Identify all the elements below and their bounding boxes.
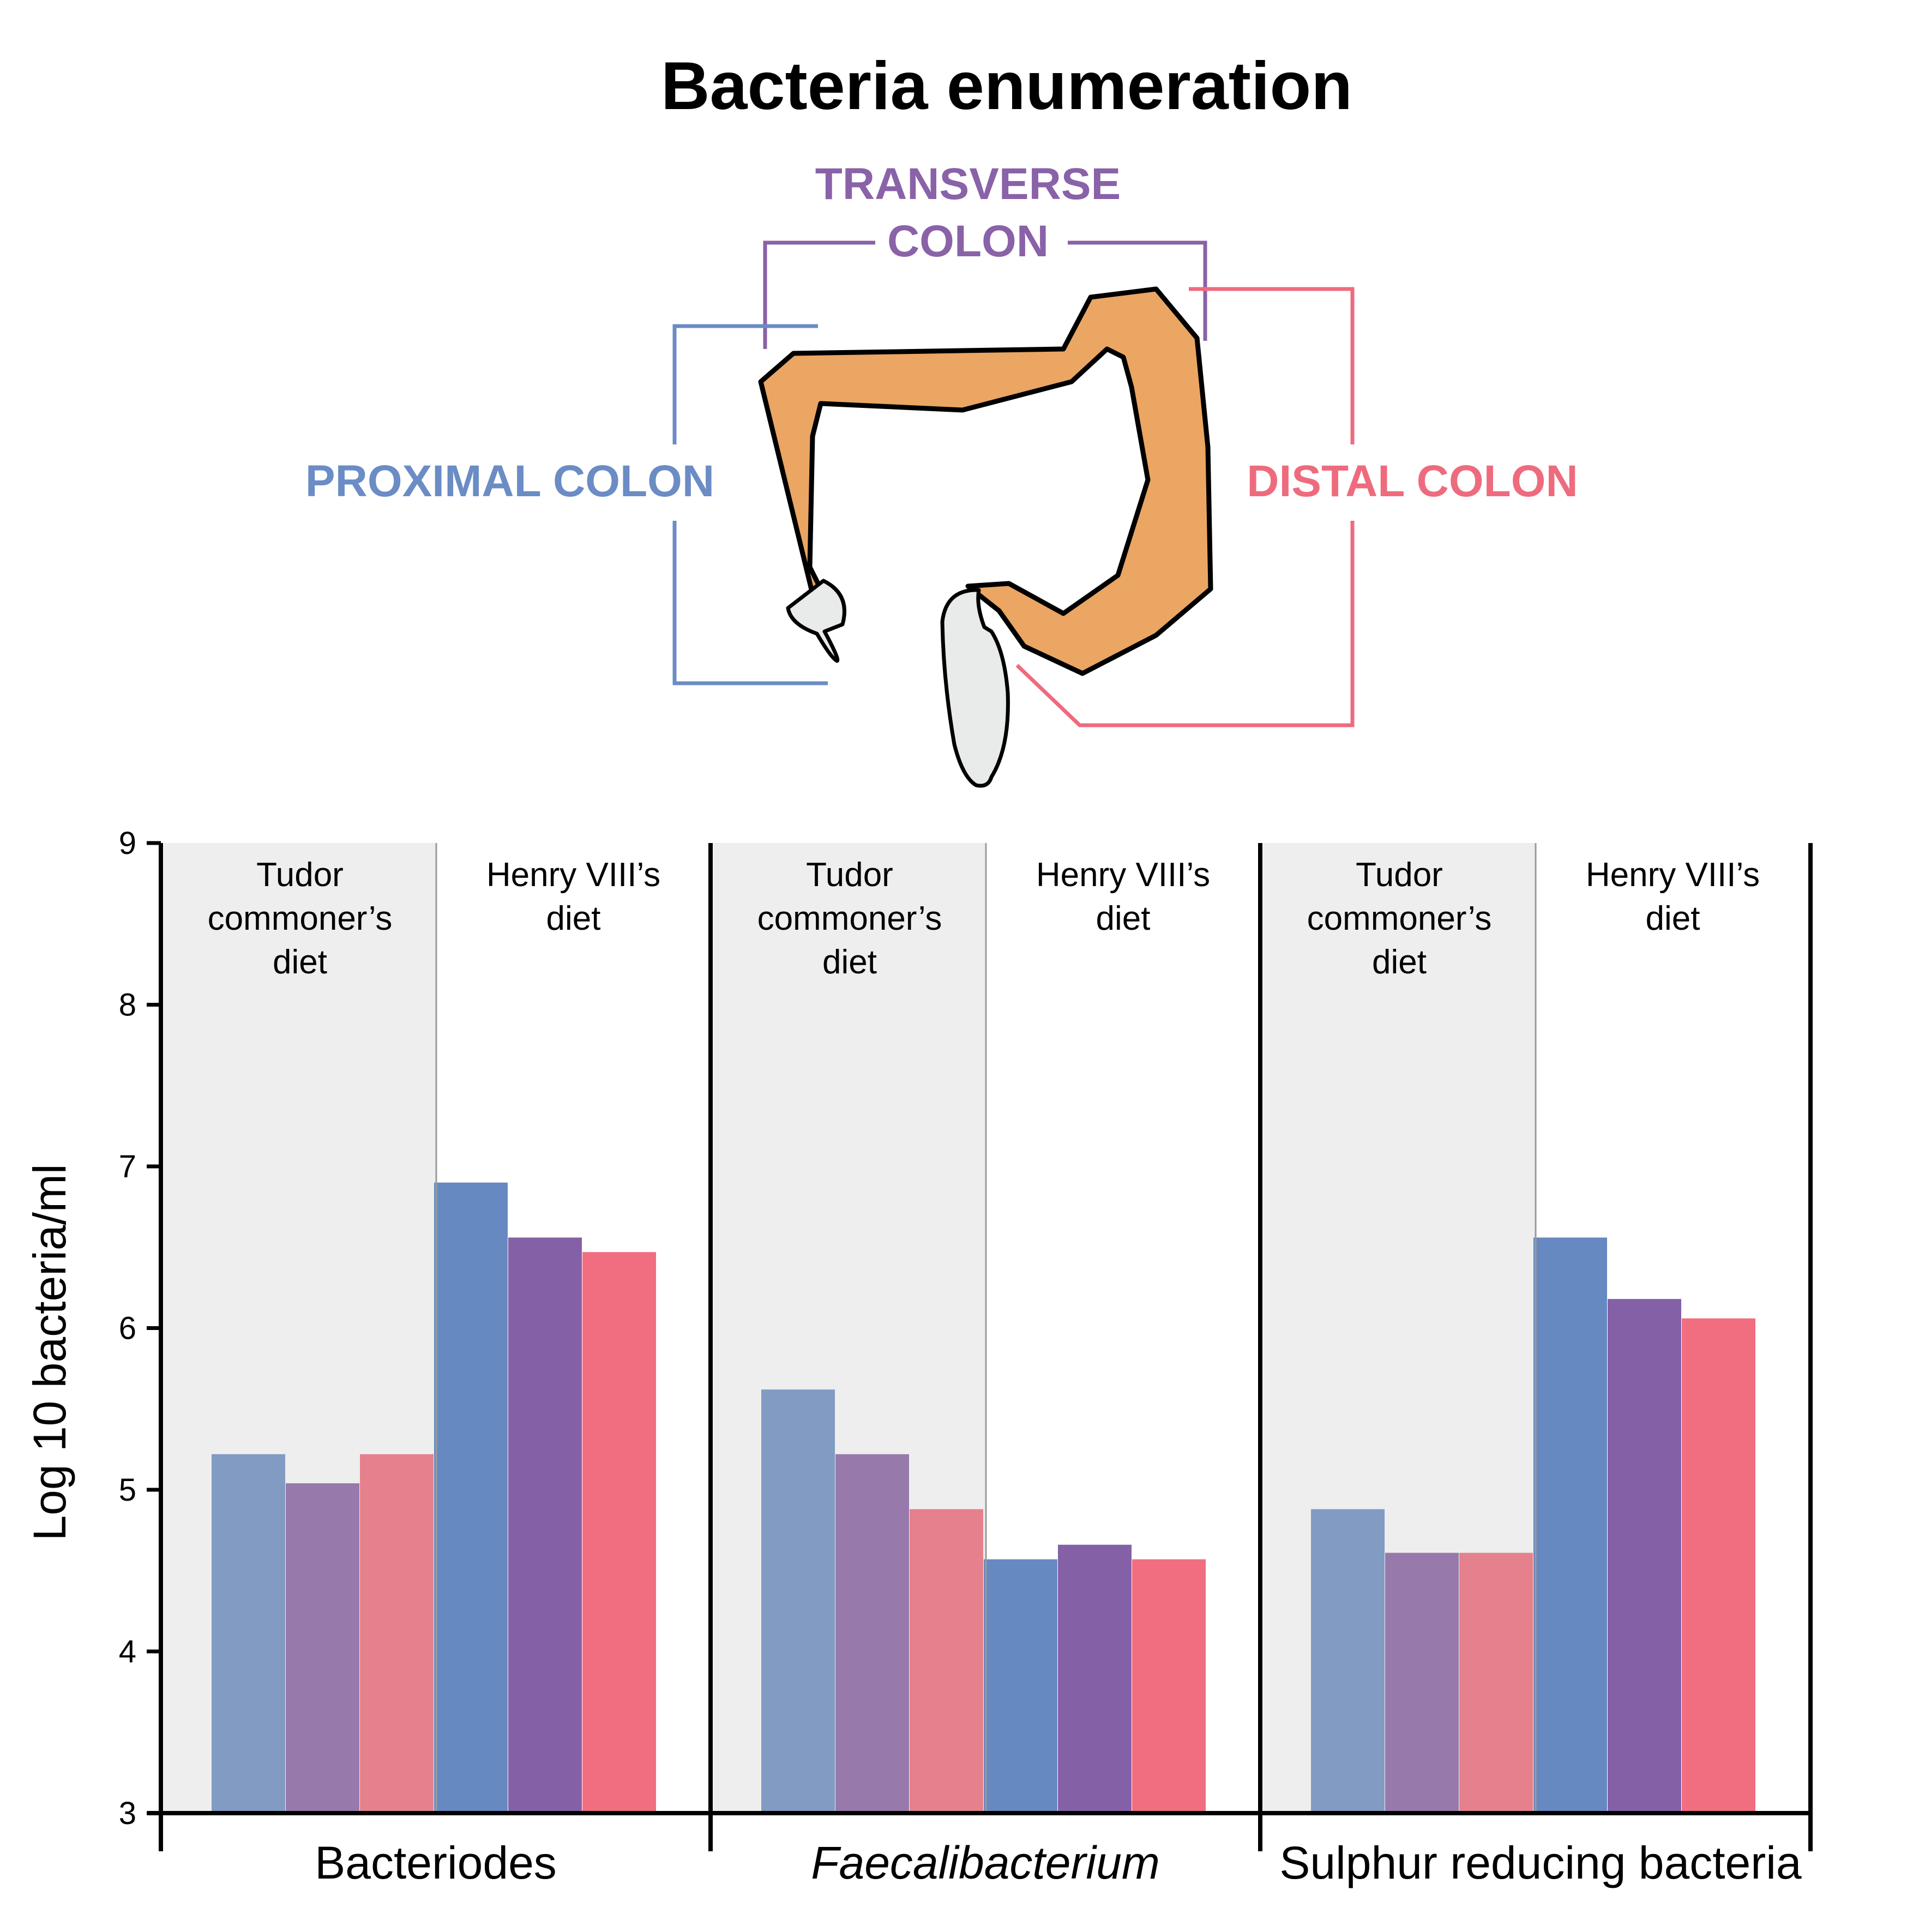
rectum	[940, 588, 1010, 788]
bar-henry-distal	[582, 1252, 656, 1813]
transverse-colon-label: TRANSVERSE	[815, 159, 1121, 209]
bar-tudor-proximal	[1311, 1509, 1385, 1813]
bar-tudor-proximal	[212, 1454, 285, 1813]
bar-tudor-distal	[1459, 1552, 1533, 1813]
group-label: Bacteriodes	[315, 1837, 557, 1888]
diet-label-tudor: Tudor	[256, 856, 344, 894]
group-label: Faecalibacterium	[811, 1837, 1160, 1888]
diet-label-tudor: diet	[273, 943, 327, 981]
distal-colon-label: DISTAL COLON	[1247, 456, 1578, 506]
bars	[212, 1182, 1755, 1813]
diet-label-henry: diet	[546, 900, 601, 937]
bar-henry-proximal	[1533, 1237, 1607, 1813]
y-axis-title: Log 10 bacteria/ml	[24, 1164, 75, 1540]
bar-tudor-transverse	[286, 1483, 359, 1813]
diet-label-tudor: diet	[1372, 943, 1427, 981]
bar-tudor-proximal	[761, 1389, 835, 1813]
diet-label-henry: Henry VIII’s	[486, 856, 660, 894]
diet-label-henry: Henry VIII’s	[1586, 856, 1760, 894]
group-label: Sulphur reducing bacteria	[1279, 1837, 1802, 1888]
chart-labels: Tudor commoner’s diet Henry VIII’s diet Bacte…	[208, 856, 1802, 1888]
transverse-colon-label-line2: COLON	[887, 216, 1049, 266]
y-tick-label: 5	[119, 1472, 136, 1508]
diet-label-henry: diet	[1646, 900, 1700, 937]
axes: 3 4 5 6 7 8 9	[119, 826, 1813, 1851]
bar-henry-transverse	[1058, 1544, 1132, 1813]
panel-separators	[435, 843, 1813, 1851]
y-tick-label: 3	[119, 1796, 136, 1831]
diet-label-tudor: Tudor	[1356, 856, 1443, 894]
proximal-bracket	[672, 324, 828, 685]
proximal-colon-label: PROXIMAL COLON	[305, 456, 714, 506]
diet-label-tudor: diet	[822, 943, 877, 981]
bar-henry-distal	[1682, 1318, 1755, 1813]
bar-henry-distal	[1132, 1559, 1206, 1813]
bar-tudor-transverse	[1385, 1552, 1459, 1813]
y-tick-label: 4	[119, 1634, 136, 1670]
diet-label-tudor: Tudor	[806, 856, 893, 894]
y-tick-label: 7	[119, 1149, 136, 1184]
colon-diagram: TRANSVERSE COLON PROXIMAL COLON DISTAL C…	[305, 159, 1578, 788]
diet-label-tudor: commoner’s	[757, 900, 942, 937]
bar-henry-proximal	[434, 1182, 508, 1813]
bar-tudor-transverse	[835, 1454, 909, 1813]
bar-henry-proximal	[984, 1559, 1057, 1813]
diet-label-henry: diet	[1096, 900, 1151, 937]
bar-tudor-distal	[910, 1509, 983, 1813]
transverse-bracket	[763, 240, 1207, 349]
colon-body	[758, 286, 1213, 676]
cecum	[786, 579, 846, 663]
distal-bracket	[1015, 287, 1355, 727]
diet-label-henry: Henry VIII’s	[1036, 856, 1210, 894]
y-tick-label: 6	[119, 1311, 136, 1346]
diet-label-tudor: commoner’s	[1307, 900, 1492, 937]
bar-tudor-distal	[360, 1454, 434, 1813]
diet-label-tudor: commoner’s	[208, 900, 393, 937]
bar-henry-transverse	[508, 1237, 582, 1813]
y-tick-label: 8	[119, 988, 136, 1023]
y-tick-label: 9	[119, 826, 136, 861]
chart-title: Bacteria enumeration	[661, 49, 1352, 124]
bar-henry-transverse	[1608, 1299, 1681, 1813]
